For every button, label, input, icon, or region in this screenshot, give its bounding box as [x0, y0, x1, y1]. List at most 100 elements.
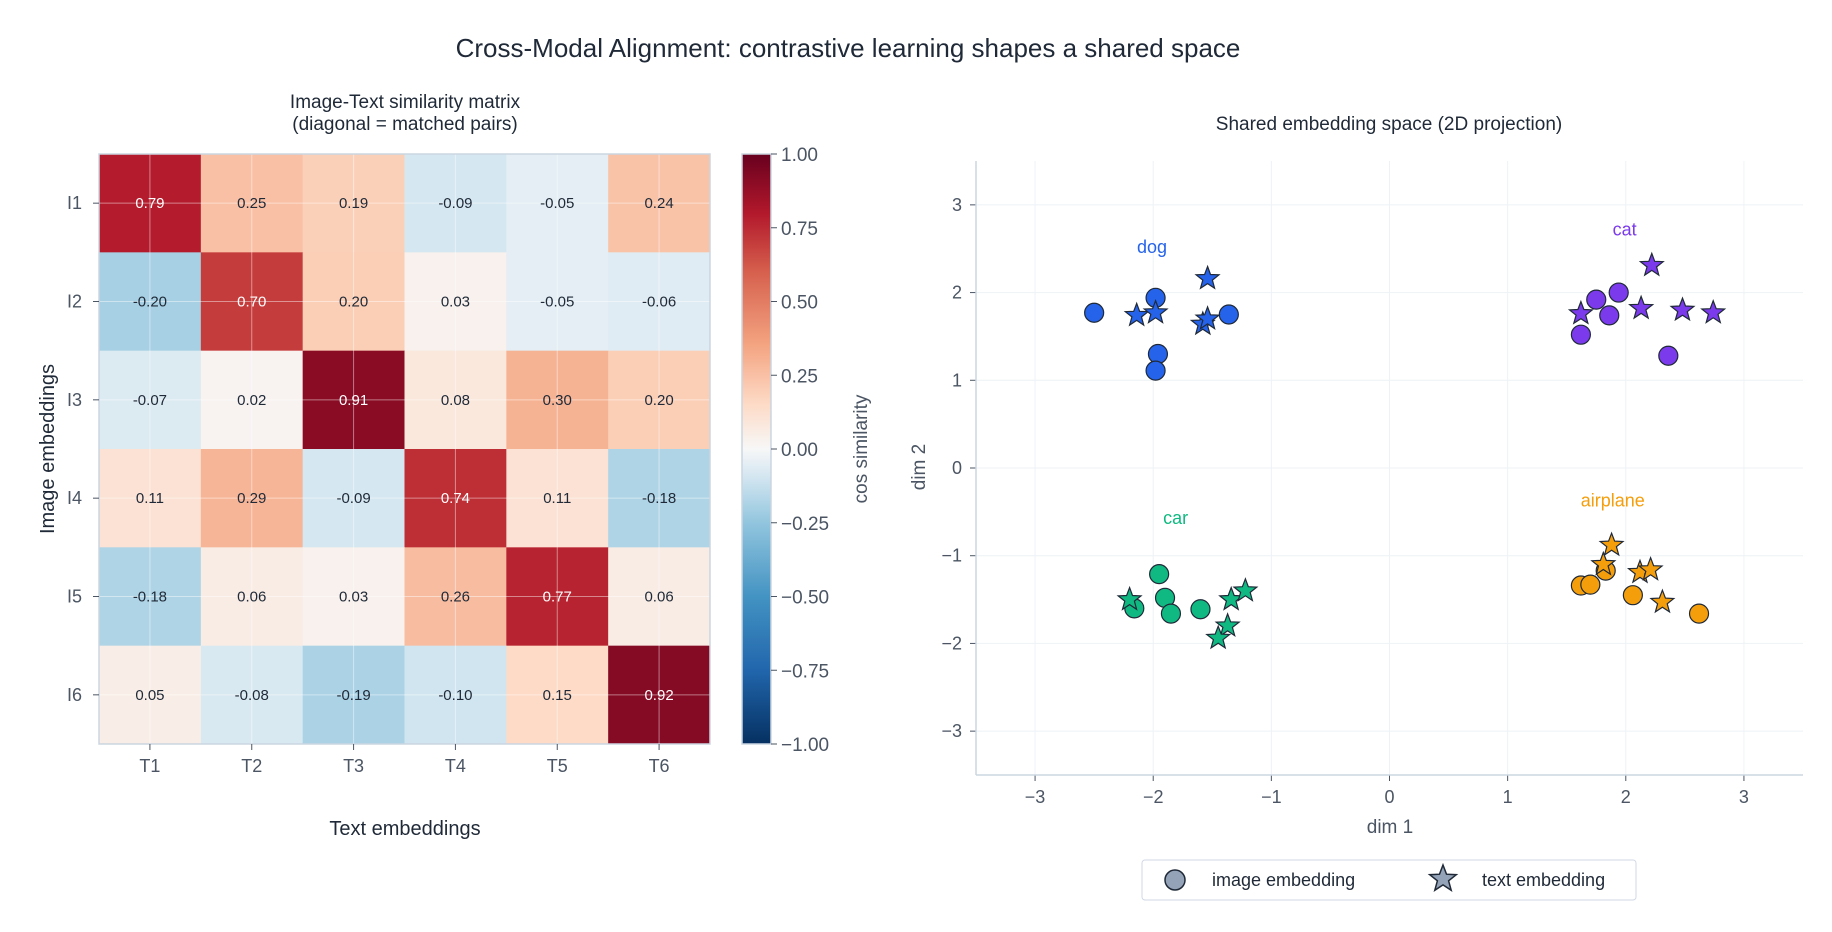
cell-value-label: 0.25 [237, 195, 266, 212]
text-embedding-point-dog [1194, 305, 1221, 330]
cell-value-label: 0.77 [543, 589, 572, 606]
cell-value-label: -0.06 [642, 294, 676, 311]
heatmap-cell [200, 154, 304, 253]
cell-value-label: 0.06 [237, 589, 266, 606]
cell-value-label: -0.20 [133, 294, 167, 311]
colorbar-tick-label: 0.00 [781, 440, 818, 461]
text-embedding-point-car [1214, 612, 1241, 638]
cell-value-label: 0.19 [339, 195, 368, 212]
heatmap-frame [98, 153, 711, 745]
text-embedding-point-dog [1123, 301, 1150, 327]
heatmap-ylabel: Image embeddings [37, 364, 59, 534]
y-tick-label: −1 [941, 546, 962, 566]
heatmap-cell [99, 645, 202, 745]
heatmap-xlabel: Text embeddings [329, 818, 480, 840]
x-tick-label: 2 [1621, 787, 1631, 807]
cell-value-label: 0.03 [441, 294, 470, 311]
x-tick-label: T3 [343, 756, 364, 776]
text-embedding-point-airplane [1590, 550, 1617, 576]
x-tick-label: 1 [1503, 787, 1513, 807]
heatmap-cell [506, 449, 609, 548]
heatmap-cell [404, 547, 507, 647]
image-embedding-point-cat [1658, 345, 1679, 366]
cell-value-label: 0.20 [644, 392, 673, 409]
heatmap-cell [302, 645, 405, 745]
legend: image embedding text embedding [1141, 859, 1637, 901]
cell-value-label: 0.79 [135, 195, 164, 212]
cluster-label-dog: dog [1137, 237, 1167, 257]
y-tick-label: 3 [952, 195, 962, 215]
cell-value-label: 0.70 [237, 294, 266, 311]
heatmap-panel: Image-Text similarity matrix (diagonal =… [37, 92, 872, 840]
y-tick-label: 2 [952, 283, 962, 303]
legend-text-label: text embedding [1482, 870, 1605, 890]
scatter-title: Shared embedding space (2D projection) [1216, 114, 1562, 135]
x-tick-label: T6 [649, 756, 670, 776]
colorbar-tick-label: −0.50 [781, 588, 829, 609]
heatmap-cell [404, 449, 507, 548]
cell-value-label: 0.08 [441, 392, 470, 409]
text-embedding-point-airplane [1649, 588, 1676, 614]
text-embedding-point-cat [1700, 298, 1727, 324]
heatmap-cell [200, 645, 304, 745]
heatmap-cell [506, 547, 609, 647]
heatmap-cell [404, 252, 507, 352]
y-tick-label: I2 [67, 292, 82, 312]
image-embedding-point-dog [1218, 304, 1239, 325]
heatmap-cell [99, 547, 202, 647]
scatter-ylabel: dim 2 [909, 444, 930, 490]
text-embedding-point-car [1232, 577, 1259, 602]
text-embedding-point-dog [1142, 298, 1169, 324]
heatmap-cell [506, 645, 609, 745]
image-embedding-point-car [1160, 603, 1182, 624]
x-tick-label: −1 [1261, 787, 1282, 807]
image-embedding-point-cat [1608, 282, 1629, 303]
colorbar [741, 153, 772, 745]
heatmap-cell [200, 449, 304, 548]
x-tick-label: T1 [139, 756, 160, 776]
x-tick-label: 3 [1739, 787, 1749, 807]
y-tick-label: I4 [67, 488, 82, 508]
heatmap-cell [608, 252, 711, 352]
heatmap-cell [302, 350, 405, 450]
colorbar-tick-label: −0.25 [781, 514, 829, 535]
heatmap-cell [99, 449, 202, 548]
image-embedding-point-dog [1147, 343, 1169, 365]
image-embedding-point-car [1190, 599, 1211, 620]
text-embedding-point-cat [1628, 294, 1655, 320]
heatmap-cell [404, 645, 507, 745]
cell-value-label: 0.20 [339, 294, 368, 311]
cell-value-label: 0.03 [339, 589, 368, 606]
y-tick-label: −2 [941, 633, 962, 653]
cell-value-label: 0.02 [237, 392, 266, 409]
image-embedding-point-cat [1570, 324, 1591, 345]
cell-value-label: 0.26 [441, 589, 470, 606]
heatmap-cell [608, 645, 711, 745]
cell-value-label: 0.15 [543, 687, 572, 704]
y-tick-label: I6 [67, 685, 82, 705]
x-tick-label: 0 [1384, 787, 1394, 807]
text-embedding-point-cat [1669, 296, 1696, 322]
y-tick-label: 0 [952, 458, 962, 478]
legend-circle-icon [1164, 869, 1186, 891]
cell-value-label: -0.05 [540, 294, 574, 311]
heatmap-cell [99, 350, 202, 450]
colorbar-label: cos similarity [851, 394, 872, 503]
scatter-panel: Shared embedding space (2D projection) d… [909, 114, 1803, 838]
text-embedding-point-airplane [1598, 531, 1625, 557]
text-embedding-point-cat [1567, 299, 1594, 325]
cell-value-label: 0.74 [441, 490, 470, 507]
heatmap-cell [99, 154, 202, 253]
heatmap-cell [506, 154, 609, 253]
colorbar-tick-label: −1.00 [781, 735, 829, 756]
heatmap-cell [302, 252, 405, 352]
image-embedding-point-airplane [1622, 585, 1643, 606]
scatter-xlabel: dim 1 [1367, 817, 1413, 838]
cell-value-label: -0.09 [438, 195, 472, 212]
colorbar-tick-label: 0.75 [781, 219, 818, 240]
legend-star-icon [1427, 862, 1459, 893]
y-tick-label: I5 [67, 587, 82, 607]
heatmap-cell [99, 252, 202, 352]
text-embedding-point-car [1116, 585, 1143, 611]
